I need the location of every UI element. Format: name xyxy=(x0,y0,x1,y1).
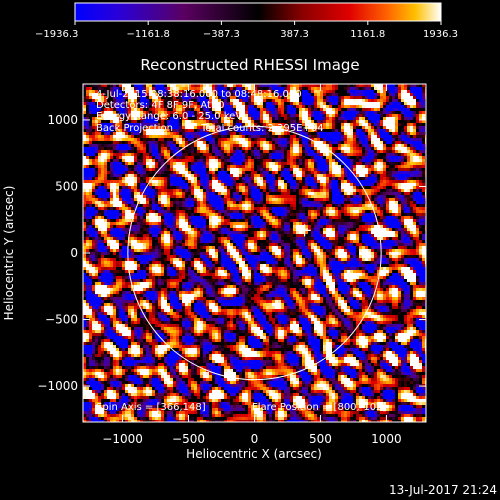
time-range-annotation: 4-Jul-2015 08:38:16.000 to 08:48:16.000 xyxy=(96,89,302,100)
colorbar-tick-label: 1936.3 xyxy=(423,29,458,40)
spin-axis-annotation: Spin Axis = [366,148] xyxy=(96,402,206,413)
heatmap-image xyxy=(83,84,426,422)
colorbar-tick-label: −1161.8 xyxy=(127,29,170,40)
colorbar-tick-label: 387.3 xyxy=(280,29,309,40)
detectors-annotation: Detectors: 4F 8F 9F, Att 0 xyxy=(96,100,224,111)
x-axis-label: Heliocentric X (arcsec) xyxy=(186,447,322,461)
flare-position-annotation: Flare Position = [800,-102] xyxy=(252,402,386,413)
annotations: 4-Jul-2015 08:38:16.000 to 08:48:16.000 … xyxy=(96,89,386,413)
colorbar-ticks: −1936.3 −1161.8 −387.3 387.3 1161.8 1936.3 xyxy=(35,21,458,40)
y-axis-label: Heliocentric Y (arcsec) xyxy=(2,186,16,321)
colorbar-tick-label: −1936.3 xyxy=(35,29,78,40)
x-tick-label: 500 xyxy=(309,432,332,446)
footer-timestamp: 13-Jul-2017 21:24 xyxy=(389,483,497,497)
colorbar-gradient xyxy=(74,2,442,22)
chart-title: Reconstructed RHESSI Image xyxy=(140,56,359,74)
y-tick-label: −500 xyxy=(45,313,78,327)
y-tick-label: 1000 xyxy=(47,113,78,127)
x-tick-label: 1000 xyxy=(371,432,402,446)
x-tick-label: −500 xyxy=(172,432,205,446)
x-tick-label: −1000 xyxy=(102,432,143,446)
axis-ticks: −1000 −500 0 500 1000 −1000 −500 0 500 1000 xyxy=(37,84,426,446)
colorbar-tick-label: −387.3 xyxy=(203,29,240,40)
method-annotation: Back Projection xyxy=(96,123,173,134)
plot-area: −1000 −500 0 500 1000 −1000 −500 0 500 1000 4-Jul… xyxy=(37,83,427,446)
x-tick-label: 0 xyxy=(251,432,259,446)
y-tick-label: 0 xyxy=(70,246,78,260)
y-tick-label: 500 xyxy=(55,179,78,193)
energy-range-annotation: Energy Range: 6.0 - 25.0 keV xyxy=(96,111,242,122)
solar-limb-circle xyxy=(127,125,382,381)
total-counts-annotation: Total counts: 2.395E+04 xyxy=(200,123,324,134)
colorbar: −1936.3 −1161.8 −387.3 387.3 1161.8 1936.3 xyxy=(35,2,458,40)
flare-marker-plus xyxy=(298,224,311,237)
colorbar-tick-label: 1161.8 xyxy=(350,29,385,40)
y-tick-label: −1000 xyxy=(37,379,78,393)
